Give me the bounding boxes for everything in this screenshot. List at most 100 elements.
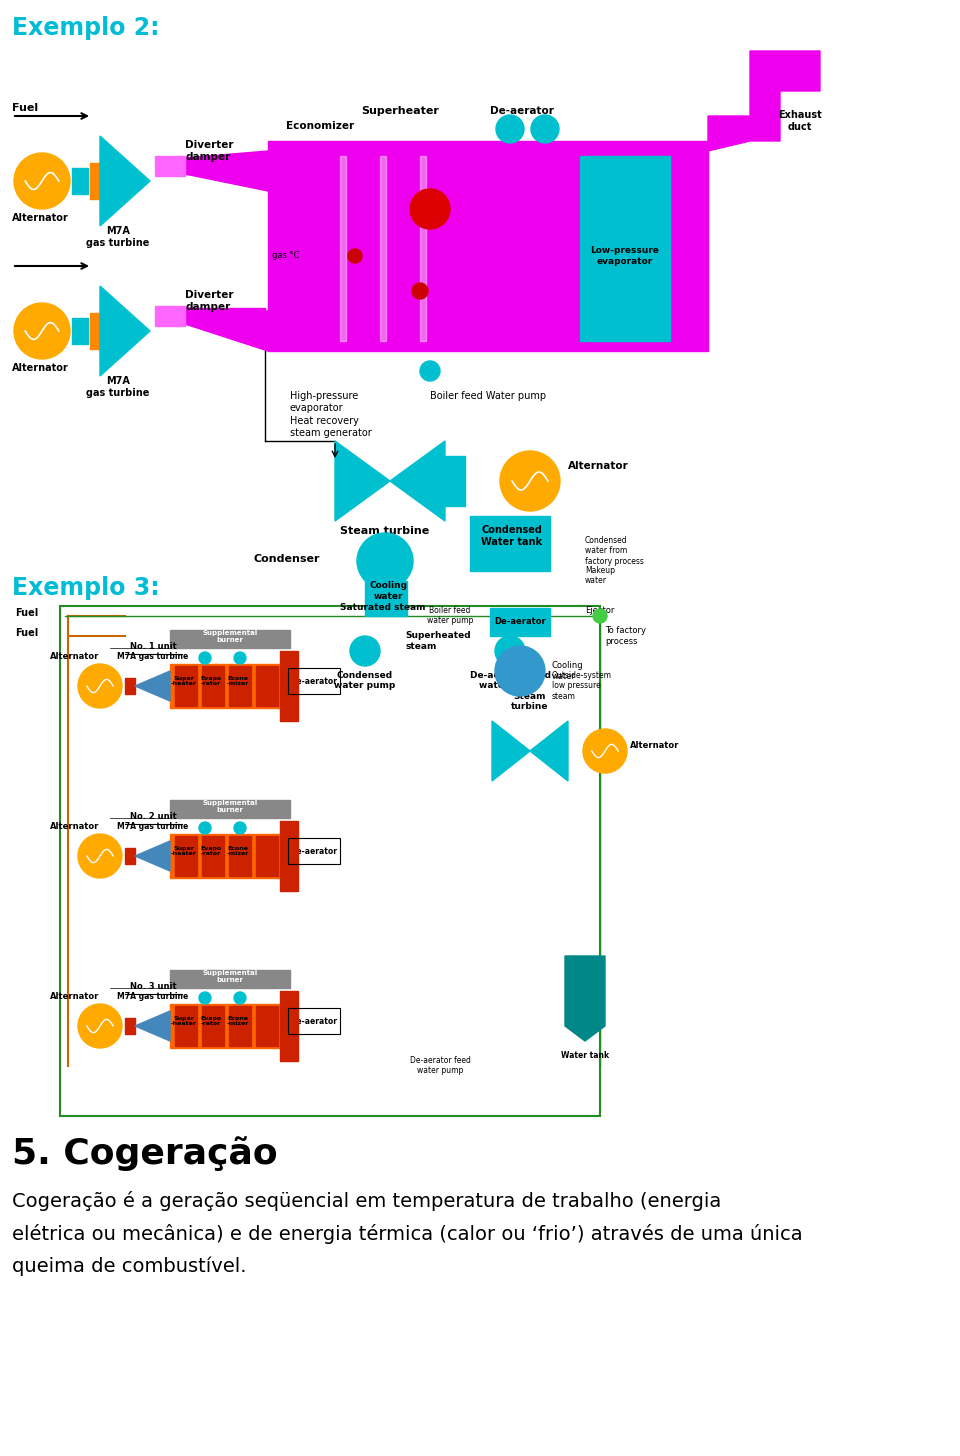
Text: Exemplo 2:: Exemplo 2: xyxy=(12,16,159,39)
Text: Condensed
Water tank: Condensed Water tank xyxy=(481,526,542,547)
Text: M7A gas turbine: M7A gas turbine xyxy=(117,823,188,831)
Bar xyxy=(202,836,224,877)
Text: Alternator: Alternator xyxy=(50,652,100,661)
Text: Low-pressure
evaporator: Low-pressure evaporator xyxy=(590,246,660,265)
Text: Fuel: Fuel xyxy=(15,609,38,617)
Text: Diverter
damper: Diverter damper xyxy=(185,140,233,162)
Bar xyxy=(202,665,224,706)
Text: Alternator: Alternator xyxy=(50,823,100,831)
Text: Supplemental
burner: Supplemental burner xyxy=(203,970,257,983)
Bar xyxy=(90,163,100,199)
Polygon shape xyxy=(135,671,170,700)
Text: De-aerator: De-aerator xyxy=(290,1016,337,1025)
Text: Super
-heater: Super -heater xyxy=(171,1016,197,1026)
Text: Saturated steam: Saturated steam xyxy=(340,603,425,613)
Text: Cooling
water: Cooling water xyxy=(552,661,584,681)
Circle shape xyxy=(410,189,450,229)
Text: To factory
process: To factory process xyxy=(605,626,646,645)
Text: Fuel: Fuel xyxy=(15,628,38,638)
Bar xyxy=(256,665,278,706)
Text: Cooling
water: Cooling water xyxy=(369,581,407,601)
Text: Heat recovery
steam generator: Heat recovery steam generator xyxy=(290,416,372,438)
Text: De-aerator feed
water pump: De-aerator feed water pump xyxy=(469,671,550,690)
Circle shape xyxy=(78,834,122,878)
Bar xyxy=(490,609,550,636)
Text: Steam
turbine: Steam turbine xyxy=(512,692,549,711)
Bar xyxy=(170,970,290,989)
Circle shape xyxy=(350,636,380,665)
Circle shape xyxy=(531,115,559,143)
Text: Condensed
water from
factory process: Condensed water from factory process xyxy=(585,536,644,566)
Text: Condensed
water pump: Condensed water pump xyxy=(334,671,396,690)
Bar xyxy=(60,606,600,1115)
Bar xyxy=(185,309,265,325)
Bar xyxy=(256,1006,278,1045)
Text: No. 3 unit: No. 3 unit xyxy=(130,981,177,992)
Text: Econe
-mizer: Econe -mizer xyxy=(227,676,250,686)
Text: M7A
gas turbine: M7A gas turbine xyxy=(86,376,150,397)
Circle shape xyxy=(199,652,211,664)
Circle shape xyxy=(583,729,627,773)
Bar xyxy=(280,821,298,891)
Bar xyxy=(580,156,670,341)
Text: 5. Cogeração: 5. Cogeração xyxy=(12,1136,277,1171)
Bar xyxy=(445,456,465,507)
Bar xyxy=(155,306,185,326)
Text: Supplemental
burner: Supplemental burner xyxy=(203,799,257,812)
Text: Alternator: Alternator xyxy=(630,741,680,750)
Text: Condenser: Condenser xyxy=(253,553,320,563)
Polygon shape xyxy=(335,441,445,521)
Circle shape xyxy=(357,533,413,590)
Bar xyxy=(170,834,285,878)
Bar xyxy=(268,141,708,351)
Text: Exemplo 3:: Exemplo 3: xyxy=(12,577,159,600)
Bar xyxy=(125,678,135,695)
Circle shape xyxy=(593,609,607,623)
Circle shape xyxy=(234,652,246,664)
Text: Steam turbine: Steam turbine xyxy=(341,526,430,536)
Bar xyxy=(229,1006,251,1045)
Circle shape xyxy=(78,664,122,708)
Polygon shape xyxy=(135,842,170,871)
Bar xyxy=(170,1005,285,1048)
Bar xyxy=(288,668,340,695)
Bar xyxy=(470,515,550,571)
Bar xyxy=(170,630,290,648)
Bar xyxy=(175,836,197,877)
Bar xyxy=(72,317,88,344)
Bar xyxy=(90,313,100,349)
Bar xyxy=(256,836,278,877)
Text: M7A gas turbine: M7A gas turbine xyxy=(117,652,188,661)
Bar xyxy=(365,581,407,616)
Text: Alternator: Alternator xyxy=(12,213,68,223)
Bar xyxy=(125,847,135,863)
Bar xyxy=(100,312,118,351)
Bar xyxy=(202,1006,224,1045)
Text: De-aerator: De-aerator xyxy=(290,677,337,686)
Text: De-aerator: De-aerator xyxy=(494,617,546,626)
Circle shape xyxy=(500,451,560,511)
Text: Exhaust
duct: Exhaust duct xyxy=(779,111,822,132)
Text: Makeup
water: Makeup water xyxy=(585,566,615,585)
Text: Boiler feed Water pump: Boiler feed Water pump xyxy=(430,392,546,400)
Bar xyxy=(175,1006,197,1045)
Text: Alternator: Alternator xyxy=(568,462,629,470)
Text: Economizer: Economizer xyxy=(286,121,354,131)
Circle shape xyxy=(420,361,440,381)
Text: Diverter
damper: Diverter damper xyxy=(185,290,233,312)
Circle shape xyxy=(199,992,211,1005)
Polygon shape xyxy=(492,721,568,780)
Circle shape xyxy=(495,636,525,665)
Text: Evapo
-rator: Evapo -rator xyxy=(201,1016,222,1026)
Text: Boiler feed
water pump: Boiler feed water pump xyxy=(427,606,473,626)
Text: M7A
gas turbine: M7A gas turbine xyxy=(86,226,150,248)
Text: gas °C: gas °C xyxy=(272,252,300,261)
Text: Evapo
-rator: Evapo -rator xyxy=(201,846,222,856)
Bar xyxy=(288,839,340,863)
Polygon shape xyxy=(708,51,820,151)
Bar xyxy=(100,162,118,201)
Bar xyxy=(280,651,298,721)
Circle shape xyxy=(199,823,211,834)
Bar xyxy=(420,156,426,341)
Polygon shape xyxy=(100,285,150,376)
